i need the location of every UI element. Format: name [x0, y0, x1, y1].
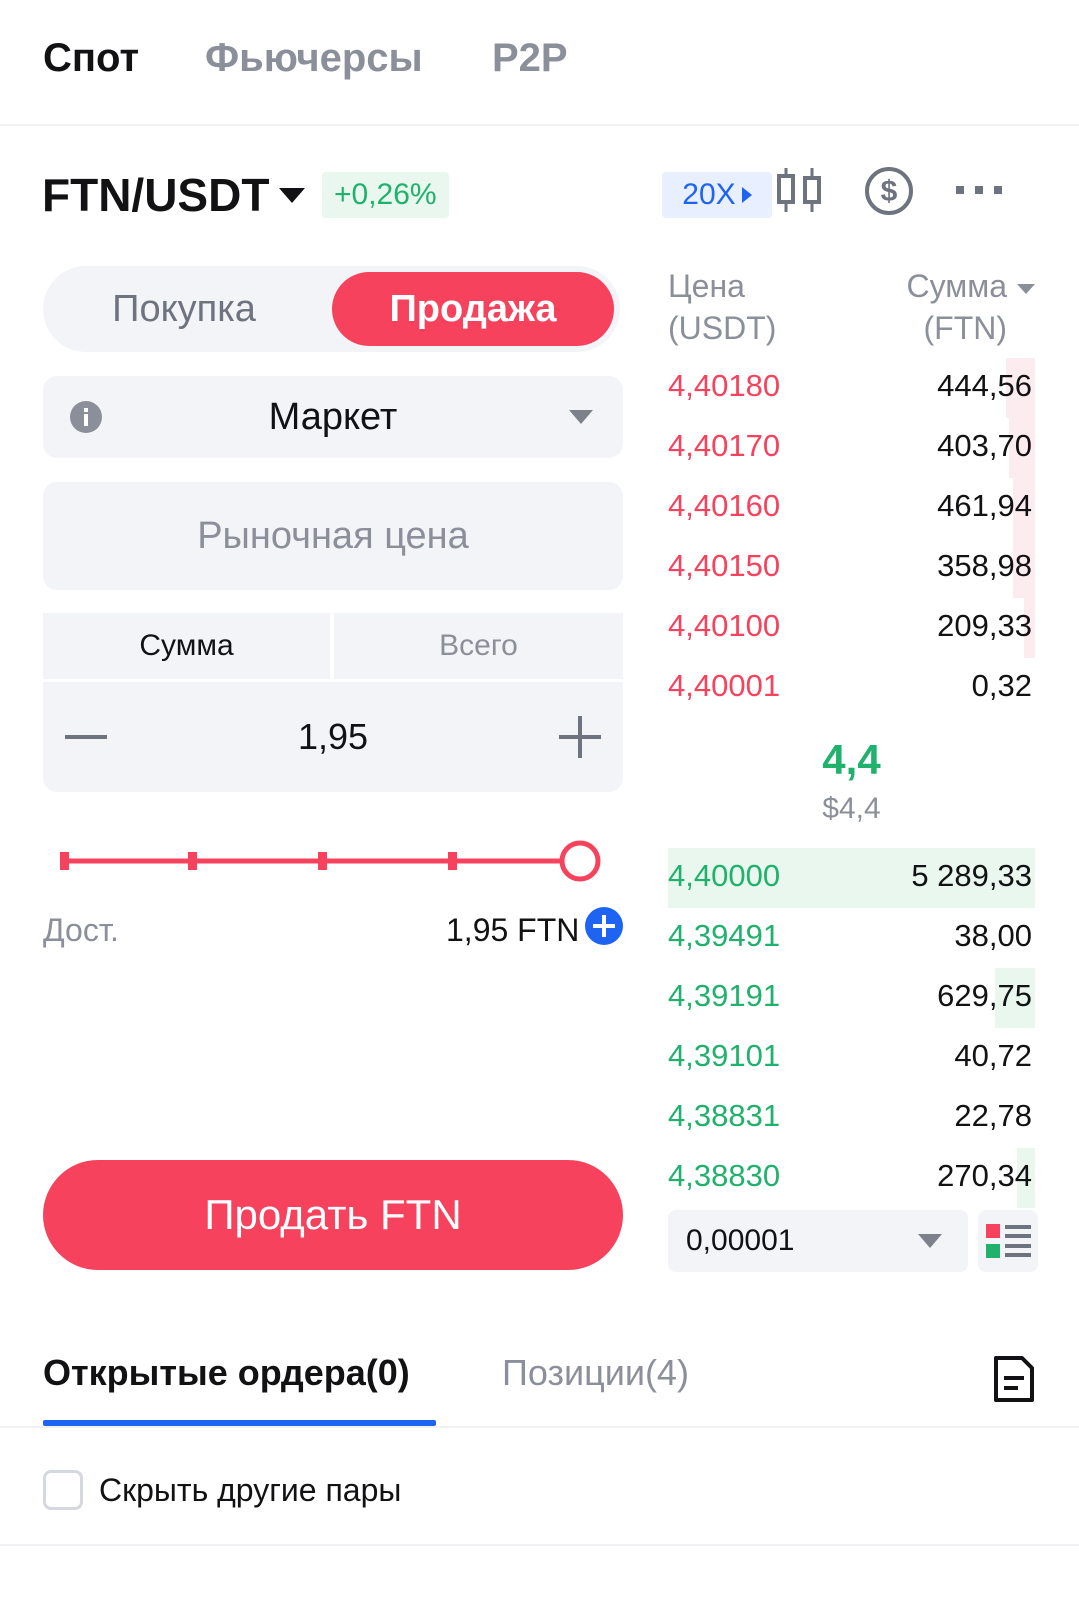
caret-right-icon — [741, 187, 752, 203]
bid-row[interactable]: 4,38831 22,78 — [668, 1098, 1032, 1133]
depth-bar — [1012, 478, 1035, 538]
depth-bar — [994, 968, 1035, 1028]
candlestick-chart-icon[interactable] — [774, 166, 824, 214]
sell-tab[interactable]: Продажа — [332, 272, 614, 346]
side-toggle: Покупка Продажа — [43, 266, 620, 352]
pair-selector[interactable]: FTN/USDT — [42, 168, 306, 222]
tick-size-value: 0,00001 — [686, 1224, 795, 1257]
ask-row[interactable]: 4,40150 358,98 — [668, 538, 1035, 598]
pair-name: FTN/USDT — [42, 169, 270, 221]
order-type-label: Маркет — [268, 396, 398, 438]
plus-circle-icon[interactable] — [584, 906, 624, 946]
bid-row[interactable]: 4,38830 270,34 — [668, 1148, 1035, 1208]
ask-row[interactable]: 4,40160 461,94 — [668, 478, 1035, 538]
info-icon[interactable] — [69, 400, 103, 434]
depth-bar — [668, 848, 1035, 908]
caret-down-icon — [279, 187, 306, 203]
buy-tab[interactable]: Покупка — [112, 287, 256, 330]
bid-row[interactable]: 4,39191 629,75 — [668, 968, 1035, 1028]
dollar-circle-icon[interactable]: $ — [864, 166, 914, 216]
active-tab-indicator — [43, 1420, 436, 1426]
hide-other-pairs-label: Скрыть другие пары — [99, 1471, 402, 1508]
chevron-down-icon — [569, 410, 593, 424]
minus-icon[interactable] — [65, 722, 107, 752]
amount-mode-total[interactable]: Всего — [334, 613, 623, 679]
last-price: 4,4 — [822, 736, 881, 783]
depth-bar — [1024, 598, 1035, 658]
orderbook-layout-icon[interactable] — [978, 1210, 1038, 1272]
depth-bar — [1012, 538, 1035, 598]
order-type-select[interactable]: Маркет — [43, 376, 623, 458]
svg-text:$: $ — [881, 175, 898, 208]
bid-row[interactable]: 4,39101 40,72 — [668, 1038, 1032, 1073]
quantity-stepper: 1,95 — [43, 682, 623, 792]
divider — [0, 1544, 1079, 1546]
percent-slider[interactable] — [60, 838, 626, 884]
bid-row[interactable]: 4,39491 38,00 — [668, 918, 1032, 953]
depth-bar — [1005, 358, 1035, 418]
tab-positions[interactable]: Позиции(4) — [502, 1352, 689, 1393]
last-price-fiat: $4,4 — [822, 792, 881, 825]
ob-qty-header[interactable]: Сумма (FTN) — [906, 265, 1035, 349]
tab-open-orders[interactable]: Открытые ордера(0) — [43, 1352, 410, 1393]
order-history-icon[interactable] — [992, 1354, 1036, 1404]
price-change-badge: +0,26% — [322, 172, 449, 218]
tab-futures[interactable]: Фьючерсы — [205, 36, 423, 80]
plus-icon[interactable] — [559, 716, 601, 758]
ask-row[interactable]: 4,40001 0,32 — [668, 668, 1032, 703]
leverage-label: 20X — [682, 178, 736, 211]
top-tab-bar: Спот Фьючерсы P2P — [0, 0, 1079, 126]
bid-row[interactable]: 4,40000 5 289,33 — [668, 848, 1035, 908]
tick-size-select[interactable]: 0,00001 — [668, 1210, 968, 1272]
sell-button[interactable]: Продать FTN — [43, 1160, 623, 1270]
available-value: 1,95 FTN — [446, 912, 580, 948]
depth-bar — [1009, 418, 1035, 478]
market-price-placeholder: Рыночная цена — [197, 515, 469, 557]
hide-other-pairs-row[interactable]: Скрыть другие пары — [43, 1470, 401, 1510]
sort-down-icon — [1017, 283, 1035, 294]
orders-tab-bar: Открытые ордера(0) Позиции(4) — [0, 1340, 1079, 1428]
amount-input[interactable]: 1,95 — [297, 716, 369, 757]
tab-spot[interactable]: Спот — [43, 36, 140, 80]
ask-row[interactable]: 4,40180 444,56 — [668, 358, 1035, 418]
slider-handle — [559, 840, 601, 882]
tab-p2p[interactable]: P2P — [492, 36, 568, 80]
price-field: Рыночная цена — [43, 482, 623, 590]
leverage-button[interactable]: 20X — [662, 172, 772, 218]
amount-mode-sum[interactable]: Сумма — [43, 613, 330, 679]
hide-other-pairs-checkbox[interactable] — [43, 1470, 83, 1510]
ask-row[interactable]: 4,40170 403,70 — [668, 418, 1035, 478]
more-icon[interactable] — [954, 184, 1004, 196]
ob-price-header: Цена (USDT) — [668, 268, 777, 346]
available-label: Дост. — [43, 912, 119, 948]
chevron-down-icon — [918, 1234, 942, 1248]
depth-bar — [1016, 1148, 1035, 1208]
ask-row[interactable]: 4,40100 209,33 — [668, 598, 1035, 658]
